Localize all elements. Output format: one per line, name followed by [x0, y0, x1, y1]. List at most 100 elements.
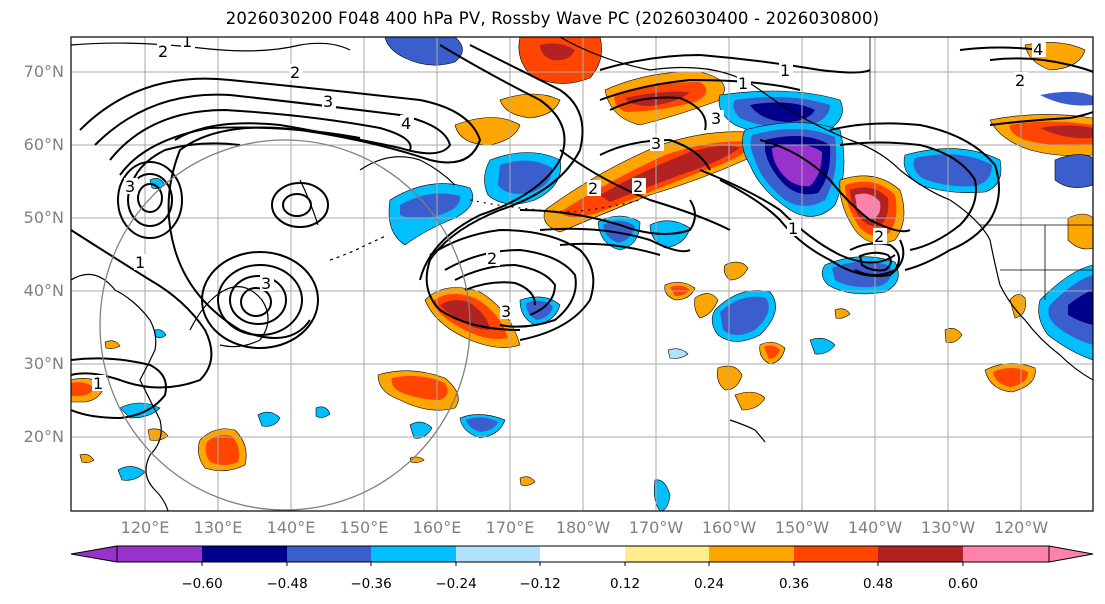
anomaly-blob: [205, 434, 240, 465]
pv-contour: [454, 263, 557, 316]
lon-label-150e: 150°E: [339, 518, 389, 537]
contour-label: 3: [711, 109, 721, 128]
contour-label-group: 2 3 4 2 3 3 3 3 1 1 2 2 1 2: [92, 32, 1046, 393]
anomaly-blob: [519, 476, 536, 486]
pv-contour: [839, 141, 977, 251]
pv-contour: [519, 199, 696, 235]
anomaly-blob: [71, 382, 95, 396]
colorbar-extend-max: [1048, 545, 1094, 563]
anomaly-blob: [809, 338, 836, 355]
lat-label-60n: 60°N: [23, 135, 64, 154]
coastline-kuril-islands: [329, 234, 389, 261]
contour-label: 4: [1033, 40, 1043, 59]
contour-label: 2: [290, 63, 300, 82]
colorbar-tick-label: 0.24: [693, 576, 725, 592]
colorbar-tick-label: −0.60: [181, 576, 223, 592]
lon-label-130w: 130°W: [920, 518, 976, 537]
anomaly-blob: [257, 411, 281, 427]
pv-contour: [240, 287, 272, 317]
anomaly-blob: [653, 479, 671, 511]
anomaly-blob: [1054, 154, 1093, 188]
colorbar-segment: [117, 546, 202, 562]
lat-label-20n: 20°N: [23, 427, 64, 446]
anomaly-blob: [694, 293, 719, 319]
anomaly-blob: [993, 368, 1028, 387]
contour-label: 2: [1015, 71, 1025, 90]
colorbar-segment: [287, 546, 371, 562]
anomaly-blob: [499, 93, 561, 119]
borders: [869, 37, 1093, 300]
contour-label: 1: [780, 61, 790, 80]
pv-contour: [79, 77, 482, 339]
contour-label: 4: [401, 114, 411, 133]
colorbar-segment: [202, 546, 287, 562]
pv-contour: [94, 93, 452, 155]
anomaly-blob: [1067, 213, 1093, 250]
anomaly-blob: [391, 375, 448, 400]
lat-label-40n: 40°N: [23, 281, 64, 300]
colorbar-tick-label: −0.48: [266, 576, 308, 592]
contour-label: 2: [487, 249, 497, 268]
colorbar-tick-label: −0.24: [435, 576, 477, 592]
pv-contour: [559, 242, 661, 256]
anomaly-blob: [772, 144, 822, 187]
contour-label: 1: [93, 374, 103, 393]
pv-contour: [129, 142, 241, 191]
coastline-north-america: [949, 199, 1093, 381]
lon-label-140e: 140°E: [266, 518, 316, 537]
anomaly-blob: [625, 91, 690, 106]
anomaly-blob: [440, 299, 490, 330]
pv-contour: [699, 169, 896, 264]
anomaly-blob: [147, 428, 169, 441]
anomaly-blob: [119, 402, 161, 419]
contour-label: 3: [323, 92, 333, 111]
anomaly-blob: [764, 345, 780, 359]
contour-label: 1: [788, 219, 798, 238]
colorbar: [70, 545, 1094, 566]
contour-label: 2: [158, 42, 168, 61]
anomaly-blob: [400, 193, 461, 219]
colorbar-tick-label: 0.60: [947, 576, 979, 592]
pv-contour: [127, 173, 173, 227]
pv-contours: [71, 44, 1093, 420]
pv-contour: [989, 111, 1093, 126]
colorbar-segment: [709, 546, 794, 562]
pv-contour: [989, 57, 1093, 73]
contour-label: 1: [182, 32, 192, 51]
pv-contour: [119, 126, 361, 176]
pv-contour: [759, 139, 911, 233]
anomaly-blob: [723, 261, 749, 281]
colorbar-segment: [456, 546, 540, 562]
anomaly-blob: [1040, 91, 1093, 106]
pv-contour: [282, 193, 312, 217]
lon-label-170w: 170°W: [628, 518, 684, 537]
coastline-alaska: [559, 37, 951, 201]
lon-label-160w: 160°W: [701, 518, 757, 537]
colorbar-tick-label: −0.36: [350, 576, 392, 592]
anomaly-blob: [717, 365, 743, 391]
map-title: 2026030200 F048 400 hPa PV, Rossby Wave …: [225, 9, 880, 28]
pv-contour: [71, 357, 167, 420]
pv-contour: [271, 182, 329, 228]
lon-label-140w: 140°W: [847, 518, 903, 537]
anomaly-blob: [734, 391, 766, 411]
anomaly-blob: [117, 466, 146, 481]
pv-contour: [609, 96, 707, 131]
anomaly-blob: [315, 406, 331, 418]
colorbar-tick-label: 0.36: [778, 576, 810, 592]
pv-contour: [599, 53, 871, 74]
lon-label-130e: 130°E: [193, 518, 243, 537]
coastlines: [71, 37, 1093, 511]
contour-label: 3: [261, 274, 271, 293]
colorbar-segment: [371, 546, 456, 562]
pv-contour: [71, 229, 213, 389]
lon-label-120w: 120°W: [993, 518, 1049, 537]
contour-label: 3: [125, 177, 135, 196]
colorbar-segment: [794, 546, 878, 562]
anomaly-blob: [104, 340, 121, 349]
anomaly-blob: [944, 328, 963, 343]
contour-label: 2: [588, 179, 598, 198]
anomaly-blob: [913, 154, 992, 187]
coastline-korea-japan: [189, 286, 269, 348]
pv-contour: [429, 228, 595, 341]
